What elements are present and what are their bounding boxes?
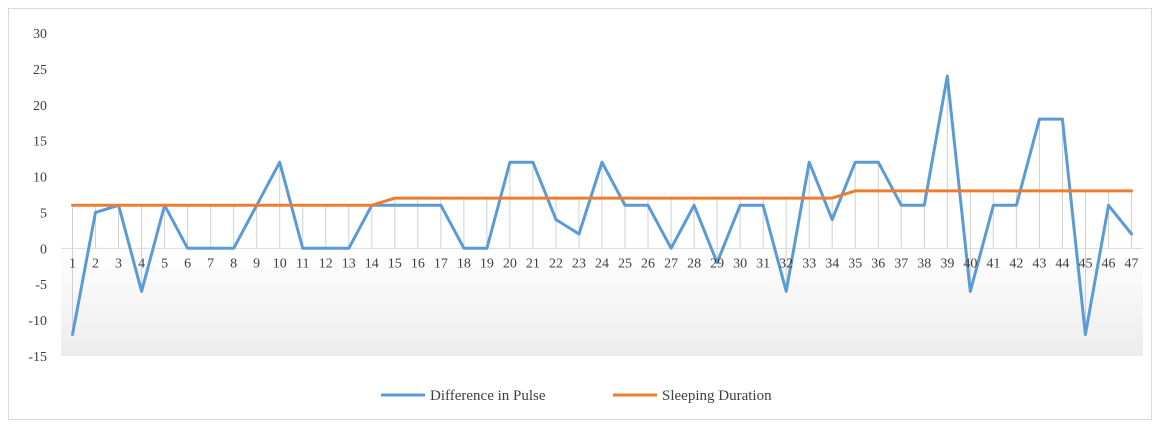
- x-tick-label: 29: [710, 256, 724, 271]
- legend-label-2: Sleeping Duration: [662, 388, 772, 404]
- x-tick-label: 31: [756, 256, 770, 271]
- x-tick-label: 13: [342, 256, 356, 271]
- x-tick-label: 43: [1032, 256, 1046, 271]
- y-tick-label: -5: [35, 278, 47, 293]
- x-tick-label: 39: [940, 256, 954, 271]
- x-tick-label: 28: [687, 256, 701, 271]
- y-tick-label: 0: [40, 242, 47, 257]
- x-tick-label: 33: [802, 256, 816, 271]
- x-tick-label: 3: [115, 256, 122, 271]
- series-lines: [71, 74, 1133, 336]
- x-tick-label: 47: [1124, 256, 1138, 271]
- x-tick-label: 45: [1078, 256, 1092, 271]
- x-tick-label: 15: [388, 256, 402, 271]
- y-tick-label: 15: [33, 135, 47, 150]
- x-tick-label: 7: [207, 256, 214, 271]
- x-tick-label: 44: [1055, 256, 1069, 271]
- x-tick-label: 26: [641, 256, 655, 271]
- x-tick-label: 27: [664, 256, 678, 271]
- negative-region-band: [61, 248, 1143, 356]
- y-tick-label: 25: [33, 63, 47, 78]
- x-tick-label: 42: [1009, 256, 1023, 271]
- x-tick-label: 30: [733, 256, 747, 271]
- x-tick-label: 41: [986, 256, 1000, 271]
- legend-label-1: Difference in Pulse: [430, 388, 546, 404]
- x-tick-label: 19: [480, 256, 494, 271]
- x-tick-label: 2: [92, 256, 99, 271]
- x-tick-label: 14: [365, 256, 379, 271]
- x-tick-label: 9: [253, 256, 260, 271]
- x-tick-label: 32: [779, 256, 793, 271]
- x-tick-label: 6: [184, 256, 191, 271]
- x-tick-label: 17: [434, 256, 448, 271]
- x-tick-label: 35: [848, 256, 862, 271]
- x-tick-label: 38: [917, 256, 931, 271]
- x-tick-label: 16: [411, 256, 425, 271]
- y-tick-label: 30: [33, 27, 47, 42]
- series-line-1: [71, 74, 1133, 336]
- x-tick-label: 34: [825, 256, 839, 271]
- x-tick-label: 46: [1101, 256, 1115, 271]
- x-tick-label: 37: [894, 256, 908, 271]
- series-line-2: [71, 189, 1133, 207]
- x-tick-label: 22: [549, 256, 563, 271]
- x-tick-label: 20: [503, 256, 517, 271]
- x-tick-label: 40: [963, 256, 977, 271]
- legend: Difference in Pulse Sleeping Duration: [381, 388, 772, 404]
- x-tick-label: 21: [526, 256, 540, 271]
- x-tick-label: 18: [457, 256, 471, 271]
- y-tick-label: 10: [33, 171, 47, 186]
- x-tick-label: 10: [273, 256, 287, 271]
- x-tick-label: 1: [69, 256, 76, 271]
- x-tick-label: 24: [595, 256, 609, 271]
- x-tick-label: 25: [618, 256, 632, 271]
- x-tick-label: 36: [871, 256, 885, 271]
- x-tick-label: 4: [138, 256, 145, 271]
- x-tick-label: 11: [296, 256, 309, 271]
- x-tick-label: 5: [161, 256, 168, 271]
- chart-frame: 30 25 20 15 10 5 0 -5 -10 -15 1 2 3 4 5 6 7 8 9 10 11 12 13 14…: [8, 8, 1152, 420]
- x-axis-ticks: 1 2 3 4 5 6 7 8 9 10 11 12 13 14 15 16 17 18 19 20 21 22 23 24 2…: [69, 256, 1138, 271]
- background-bands: [61, 248, 1143, 356]
- x-tick-label: 12: [319, 256, 333, 271]
- y-tick-label: -10: [28, 314, 47, 329]
- y-tick-label: 20: [33, 99, 47, 114]
- y-tick-label: 5: [40, 206, 47, 221]
- x-tick-label: 8: [230, 256, 237, 271]
- y-axis-ticks: 30 25 20 15 10 5 0 -5 -10 -15: [28, 27, 47, 365]
- x-tick-label: 23: [572, 256, 586, 271]
- y-tick-label: -15: [28, 350, 47, 365]
